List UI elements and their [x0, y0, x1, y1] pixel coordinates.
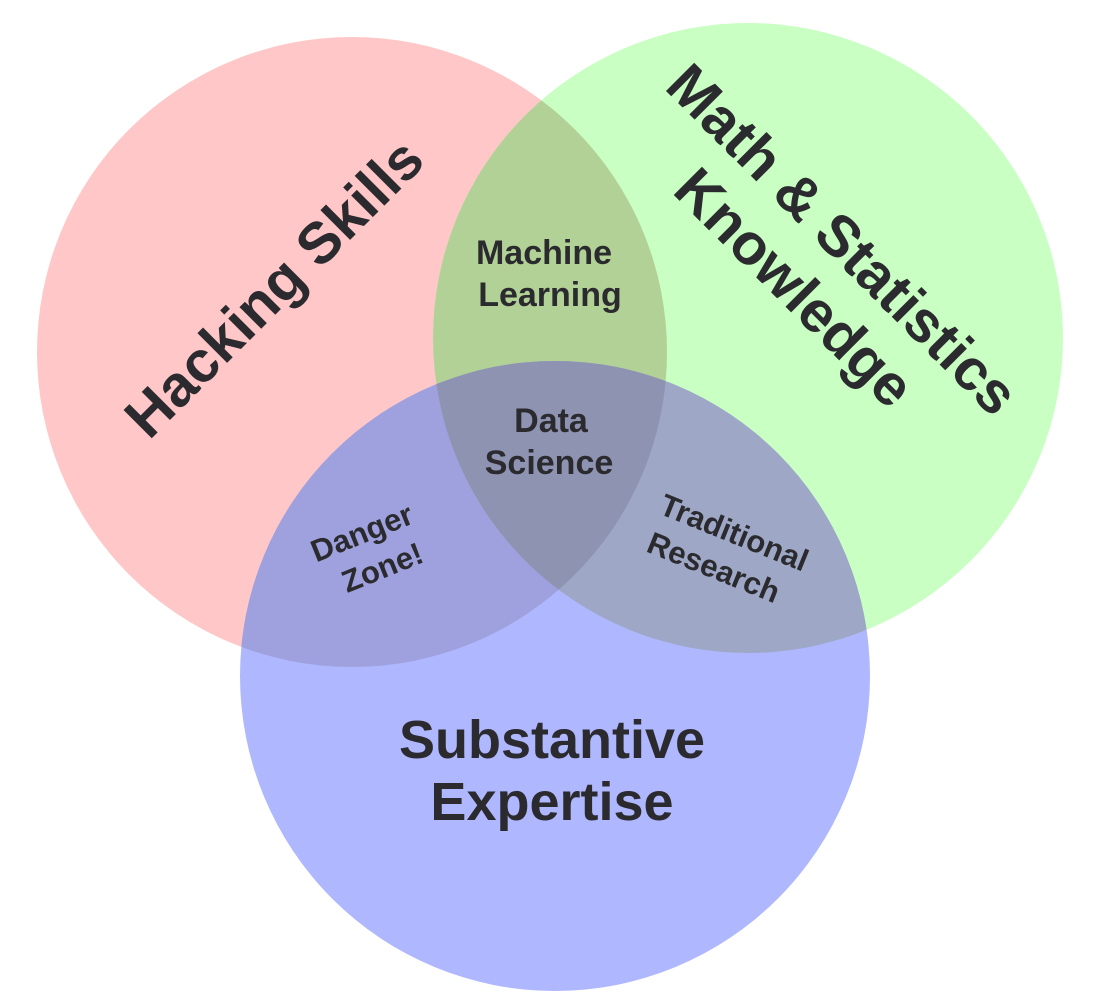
machine-learning-label-line2: Learning — [478, 276, 622, 314]
data-science-label-line1: Data — [514, 402, 589, 440]
danger-zone-region — [240, 361, 667, 667]
machine-learning-label-line1: Machine — [476, 234, 612, 272]
substantive-expertise-label-line2: Expertise — [430, 772, 673, 832]
substantive-expertise-label-line1: Substantive — [399, 710, 705, 770]
traditional-research-region — [433, 361, 870, 653]
substantive-expertise-label: Substantive Expertise — [399, 710, 705, 832]
data-science-label: Data Science — [485, 402, 614, 482]
data-science-label-line2: Science — [485, 444, 614, 482]
machine-learning-label: Machine Learning — [476, 234, 622, 314]
